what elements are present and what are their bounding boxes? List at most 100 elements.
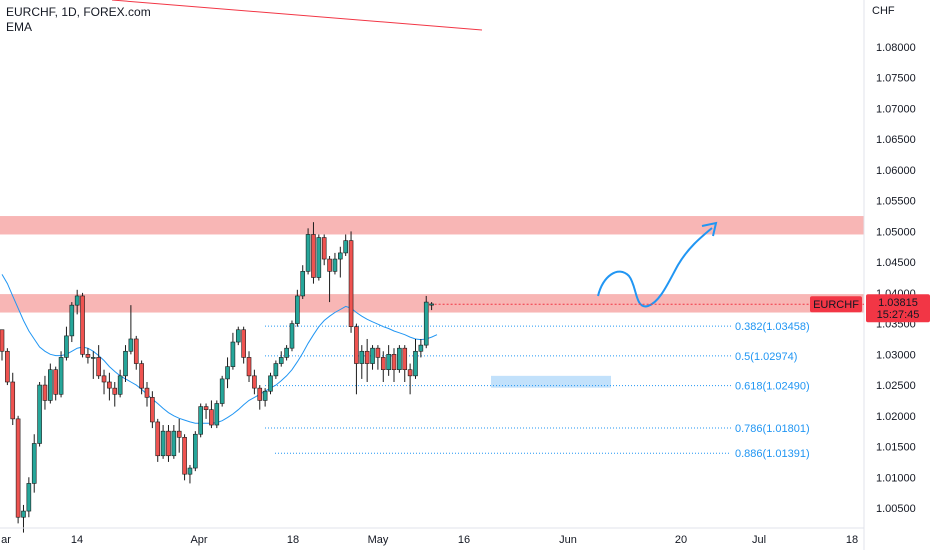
projection-arrow[interactable] [597, 227, 713, 308]
candle[interactable] [171, 430, 177, 457]
candle[interactable] [112, 387, 118, 395]
candle[interactable] [429, 303, 434, 306]
candle[interactable] [391, 354, 397, 371]
time-tick-label: 14 [71, 534, 83, 546]
candle[interactable] [225, 366, 230, 380]
candle[interactable] [327, 258, 332, 272]
candle[interactable] [273, 363, 279, 377]
candle[interactable] [252, 375, 257, 389]
candle[interactable] [80, 295, 85, 355]
candle[interactable] [364, 350, 370, 364]
candle[interactable] [268, 375, 273, 392]
price-tick-label: 1.00500 [876, 503, 916, 515]
candle[interactable] [423, 301, 429, 346]
candle[interactable] [407, 369, 413, 377]
candle[interactable] [386, 354, 391, 371]
candle[interactable] [348, 240, 354, 327]
candle[interactable] [295, 295, 300, 324]
candle[interactable] [418, 344, 424, 352]
candle[interactable] [133, 338, 139, 364]
candle[interactable] [219, 378, 225, 404]
time-tick-label: 20 [675, 534, 687, 546]
candle[interactable] [193, 433, 198, 469]
candle[interactable] [31, 443, 37, 484]
candle[interactable] [15, 418, 21, 518]
candle[interactable] [402, 347, 408, 371]
candle[interactable] [74, 295, 80, 306]
candle[interactable] [150, 397, 155, 423]
candle[interactable] [343, 240, 348, 254]
price-tick-label: 1.05000 [876, 226, 916, 238]
price-tag-countdown: 15:27:45 [877, 309, 920, 321]
time-tick-label: ar [1, 534, 11, 546]
symbol-tag-label: EURCHF [813, 299, 859, 311]
candle[interactable] [257, 387, 263, 401]
candle[interactable] [300, 271, 306, 297]
candle[interactable] [182, 437, 187, 475]
candle[interactable] [246, 357, 252, 377]
candle[interactable] [241, 329, 246, 358]
candle[interactable] [117, 375, 123, 395]
candle[interactable] [160, 430, 166, 457]
candle[interactable] [128, 338, 134, 352]
candle[interactable] [230, 341, 236, 367]
candle[interactable] [0, 329, 5, 352]
candle[interactable] [139, 363, 144, 389]
candle[interactable] [187, 467, 193, 475]
fib-level-label: 0.5(1.02974) [735, 351, 797, 363]
candle[interactable] [354, 326, 359, 364]
candle[interactable] [176, 430, 182, 438]
candle[interactable] [289, 323, 295, 349]
candle[interactable] [370, 347, 375, 364]
price-tick-label: 1.06000 [876, 165, 916, 177]
candle[interactable] [21, 510, 26, 518]
candle[interactable] [321, 237, 327, 260]
candle[interactable] [311, 234, 316, 278]
candle[interactable] [107, 381, 112, 389]
candle[interactable] [397, 347, 402, 371]
candle[interactable] [338, 252, 343, 260]
candle[interactable] [203, 406, 209, 410]
candle[interactable] [5, 350, 10, 383]
candle[interactable] [305, 234, 311, 272]
fib-618-box[interactable] [491, 375, 611, 388]
candle[interactable] [58, 357, 64, 395]
candle[interactable] [123, 350, 128, 377]
candle[interactable] [37, 384, 42, 444]
candle[interactable] [375, 347, 381, 358]
candle[interactable] [144, 387, 150, 398]
candle[interactable] [90, 357, 96, 359]
candle[interactable] [214, 403, 220, 426]
candle[interactable] [278, 357, 284, 364]
candle[interactable] [101, 375, 107, 383]
candle[interactable] [69, 304, 75, 337]
resistance-zone[interactable] [0, 216, 864, 235]
candle[interactable] [380, 357, 386, 371]
candle[interactable] [359, 350, 365, 364]
candle[interactable] [48, 369, 53, 401]
candle[interactable] [64, 335, 69, 358]
price-tick-label: 1.03000 [876, 349, 916, 361]
candle[interactable] [155, 421, 161, 457]
indicator-label: EMA [6, 20, 33, 34]
candle[interactable] [209, 409, 214, 426]
candle[interactable] [413, 350, 418, 377]
candle[interactable] [166, 430, 171, 457]
candle[interactable] [284, 347, 289, 358]
candle[interactable] [198, 406, 203, 435]
candle[interactable] [53, 369, 59, 395]
time-tick-label: May [368, 534, 389, 546]
candle[interactable] [85, 354, 91, 358]
candle[interactable] [332, 258, 338, 272]
price-tick-label: 1.07500 [876, 73, 916, 85]
candle[interactable] [96, 357, 101, 377]
candle[interactable] [262, 390, 268, 401]
time-tick-label: Apr [190, 534, 207, 546]
candle[interactable] [235, 329, 241, 343]
candle[interactable] [316, 237, 322, 278]
candle[interactable] [10, 381, 16, 420]
trend-line[interactable] [111, 0, 483, 31]
candle[interactable] [26, 483, 32, 512]
candle[interactable] [42, 384, 48, 401]
